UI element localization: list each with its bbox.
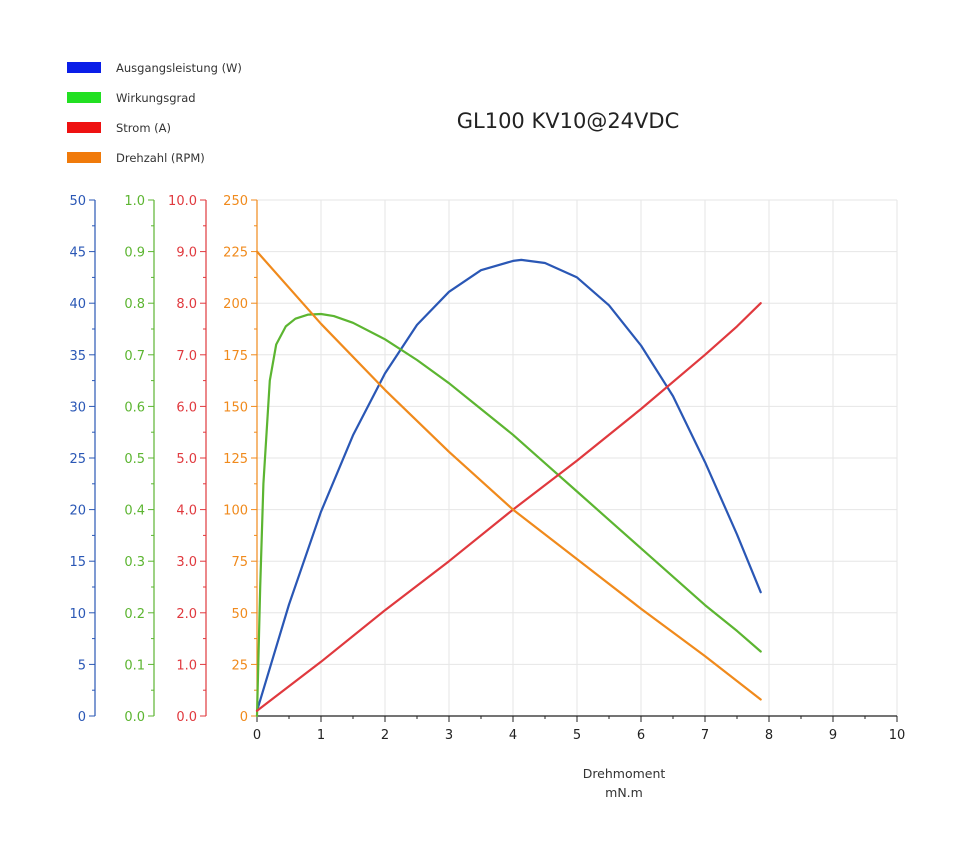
grid bbox=[257, 199, 898, 716]
y-tick-label-current: 3.0 bbox=[176, 555, 197, 570]
y-tick-label-efficiency: 0.0 bbox=[124, 710, 145, 725]
series-line-current bbox=[255, 302, 762, 712]
legend-swatch bbox=[67, 92, 101, 103]
y-tick-label-power: 45 bbox=[69, 246, 86, 261]
legend-label: Wirkungsgrad bbox=[116, 91, 196, 105]
y-tick-label-speed: 150 bbox=[223, 400, 248, 415]
legend-label: Ausgangsleistung (W) bbox=[116, 61, 242, 75]
series bbox=[255, 250, 762, 718]
x-tick-label: 9 bbox=[829, 728, 837, 743]
y-tick-label-efficiency: 0.9 bbox=[124, 246, 145, 261]
y-tick-label-speed: 50 bbox=[231, 607, 248, 622]
y-tick-label-current: 4.0 bbox=[176, 504, 197, 519]
y-tick-label-power: 30 bbox=[69, 400, 86, 415]
y-tick-label-current: 10.0 bbox=[168, 194, 197, 209]
y-tick-label-speed: 0 bbox=[240, 710, 248, 725]
x-tick-label: 1 bbox=[317, 728, 325, 743]
axes: 0 1 2 3 4 5 6 7 8 9 10051015202530354045500.00.10.… bbox=[69, 194, 905, 743]
y-tick-label-speed: 175 bbox=[223, 349, 248, 364]
y-tick-label-current: 1.0 bbox=[176, 658, 197, 673]
legend-label: Strom (A) bbox=[116, 121, 171, 135]
y-tick-label-efficiency: 0.2 bbox=[124, 607, 145, 622]
y-tick-label-speed: 25 bbox=[231, 658, 248, 673]
x-tick-label: 4 bbox=[509, 728, 517, 743]
y-tick-label-efficiency: 0.5 bbox=[124, 452, 145, 467]
y-tick-label-efficiency: 0.7 bbox=[124, 349, 145, 364]
legend-swatch bbox=[67, 62, 101, 73]
y-tick-label-efficiency: 0.6 bbox=[124, 400, 145, 415]
y-tick-label-power: 20 bbox=[69, 504, 86, 519]
y-tick-label-current: 0.0 bbox=[176, 710, 197, 725]
y-tick-label-current: 2.0 bbox=[176, 607, 197, 622]
legend-swatch bbox=[67, 152, 101, 163]
legend-label: Drehzahl (RPM) bbox=[116, 151, 205, 165]
y-tick-label-speed: 100 bbox=[223, 504, 248, 519]
x-axis-label: Drehmoment bbox=[583, 766, 666, 781]
y-tick-label-efficiency: 0.4 bbox=[124, 504, 145, 519]
y-tick-label-power: 35 bbox=[69, 349, 86, 364]
y-tick-label-efficiency: 0.1 bbox=[124, 658, 145, 673]
y-tick-label-speed: 75 bbox=[231, 555, 248, 570]
x-tick-label: 10 bbox=[889, 728, 906, 743]
x-tick-label: 7 bbox=[701, 728, 709, 743]
x-tick-label: 5 bbox=[573, 728, 581, 743]
x-tick-label: 8 bbox=[765, 728, 773, 743]
y-tick-label-power: 15 bbox=[69, 555, 86, 570]
chart-title: GL100 KV10@24VDC bbox=[457, 109, 680, 133]
y-tick-label-current: 7.0 bbox=[176, 349, 197, 364]
series-line-efficiency bbox=[255, 312, 762, 718]
y-tick-label-power: 10 bbox=[69, 607, 86, 622]
y-tick-label-efficiency: 1.0 bbox=[124, 194, 145, 209]
y-tick-label-power: 50 bbox=[69, 194, 86, 209]
series-line-speed bbox=[255, 250, 762, 701]
y-tick-label-power: 40 bbox=[69, 297, 86, 312]
x-tick-label: 3 bbox=[445, 728, 453, 743]
y-tick-label-current: 9.0 bbox=[176, 246, 197, 261]
y-tick-label-speed: 250 bbox=[223, 194, 248, 209]
x-tick-label: 0 bbox=[253, 728, 261, 743]
y-tick-label-efficiency: 0.3 bbox=[124, 555, 145, 570]
y-tick-label-current: 5.0 bbox=[176, 452, 197, 467]
y-tick-label-power: 25 bbox=[69, 452, 86, 467]
y-tick-label-power: 5 bbox=[78, 658, 86, 673]
y-tick-label-current: 6.0 bbox=[176, 400, 197, 415]
x-axis-unit: mN.m bbox=[605, 785, 643, 800]
x-tick-label: 2 bbox=[381, 728, 389, 743]
y-tick-label-speed: 125 bbox=[223, 452, 248, 467]
y-tick-label-current: 8.0 bbox=[176, 297, 197, 312]
y-tick-label-speed: 200 bbox=[223, 297, 248, 312]
series-line-power bbox=[255, 258, 762, 712]
x-tick-label: 6 bbox=[637, 728, 645, 743]
legend: Ausgangsleistung (W) Wirkungsgrad Strom (A… bbox=[67, 61, 242, 165]
y-tick-label-power: 0 bbox=[78, 710, 86, 725]
y-tick-label-speed: 225 bbox=[223, 246, 248, 261]
legend-swatch bbox=[67, 122, 101, 133]
y-tick-label-efficiency: 0.8 bbox=[124, 297, 145, 312]
